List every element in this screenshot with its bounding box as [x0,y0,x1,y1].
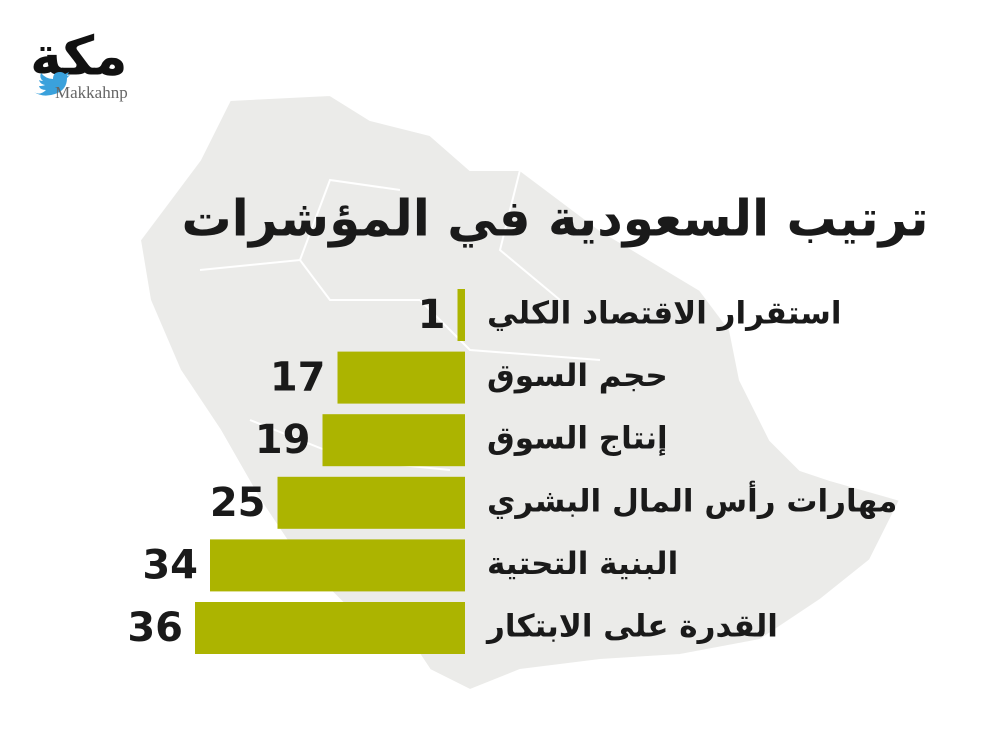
bar [337,351,465,404]
logo: مكة [30,25,128,88]
handle: Makkahnp [55,83,128,102]
value-label: 17 [270,355,326,401]
chart-title: ترتيب السعودية في المؤشرات [181,190,928,249]
category-label: مهارات رأس المال البشري [487,480,897,519]
value-label: 1 [418,292,446,338]
value-label: 19 [255,417,311,463]
category-label: استقرار الاقتصاد الكلي [487,296,842,332]
bar [277,476,465,529]
value-label: 36 [127,605,183,651]
category-label: إنتاج السوق [487,421,668,457]
bar [457,289,465,341]
category-label: القدرة على الابتكار [485,609,778,645]
bar [210,539,465,592]
bar [195,602,465,654]
category-label: حجم السوق [487,358,668,394]
twitter-icon [34,72,70,96]
value-label: 34 [142,542,198,588]
map-borders [199,169,601,471]
bar [322,414,465,467]
value-label: 25 [210,480,266,526]
category-label: البنية التحتية [487,546,678,582]
